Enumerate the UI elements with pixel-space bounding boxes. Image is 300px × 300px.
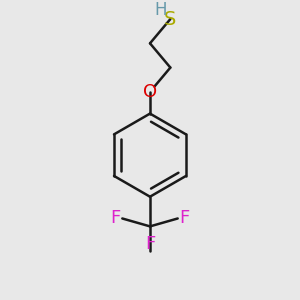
Text: H: H [154,1,167,19]
Text: F: F [180,209,190,227]
Text: S: S [164,10,176,28]
Text: O: O [143,83,157,101]
Text: F: F [110,209,120,227]
Text: F: F [145,235,155,253]
